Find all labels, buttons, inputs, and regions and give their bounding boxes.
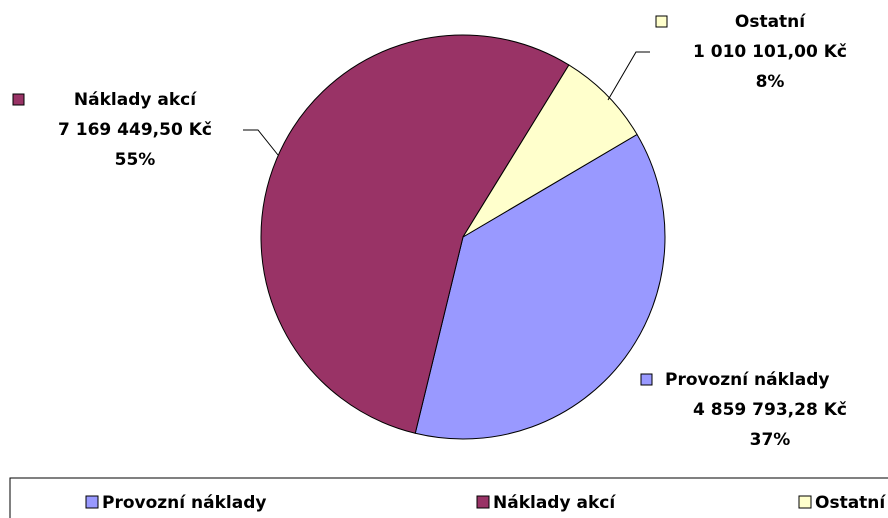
legend-key [85, 495, 99, 509]
data-label-percent: 37% [750, 430, 791, 450]
data-label-value: 4 859 793,28 Kč [693, 400, 847, 420]
leader-line [243, 129, 279, 156]
label-key [655, 15, 668, 28]
leader-line [607, 51, 650, 101]
legend-label: Provozní náklady [102, 493, 266, 513]
data-label-name: Provozní náklady [665, 370, 829, 390]
label-key [640, 373, 653, 386]
label-key [12, 93, 25, 106]
data-label-value: 1 010 101,00 Kč [693, 42, 847, 62]
data-label-name: Náklady akcí [74, 90, 197, 110]
pie-slice [414, 133, 666, 440]
legend-label: Náklady akcí [493, 493, 616, 513]
legend-box [9, 477, 888, 518]
legend-key [798, 495, 812, 509]
legend-key [476, 495, 490, 509]
data-label-value: 7 169 449,50 Kč [58, 120, 212, 140]
data-label-name: Ostatní [735, 12, 806, 32]
data-label-percent: 55% [115, 150, 156, 170]
pie-slice [260, 34, 570, 434]
pie-slice [462, 64, 638, 238]
legend-label: Ostatní [815, 493, 886, 513]
data-label-percent: 8% [756, 72, 785, 92]
